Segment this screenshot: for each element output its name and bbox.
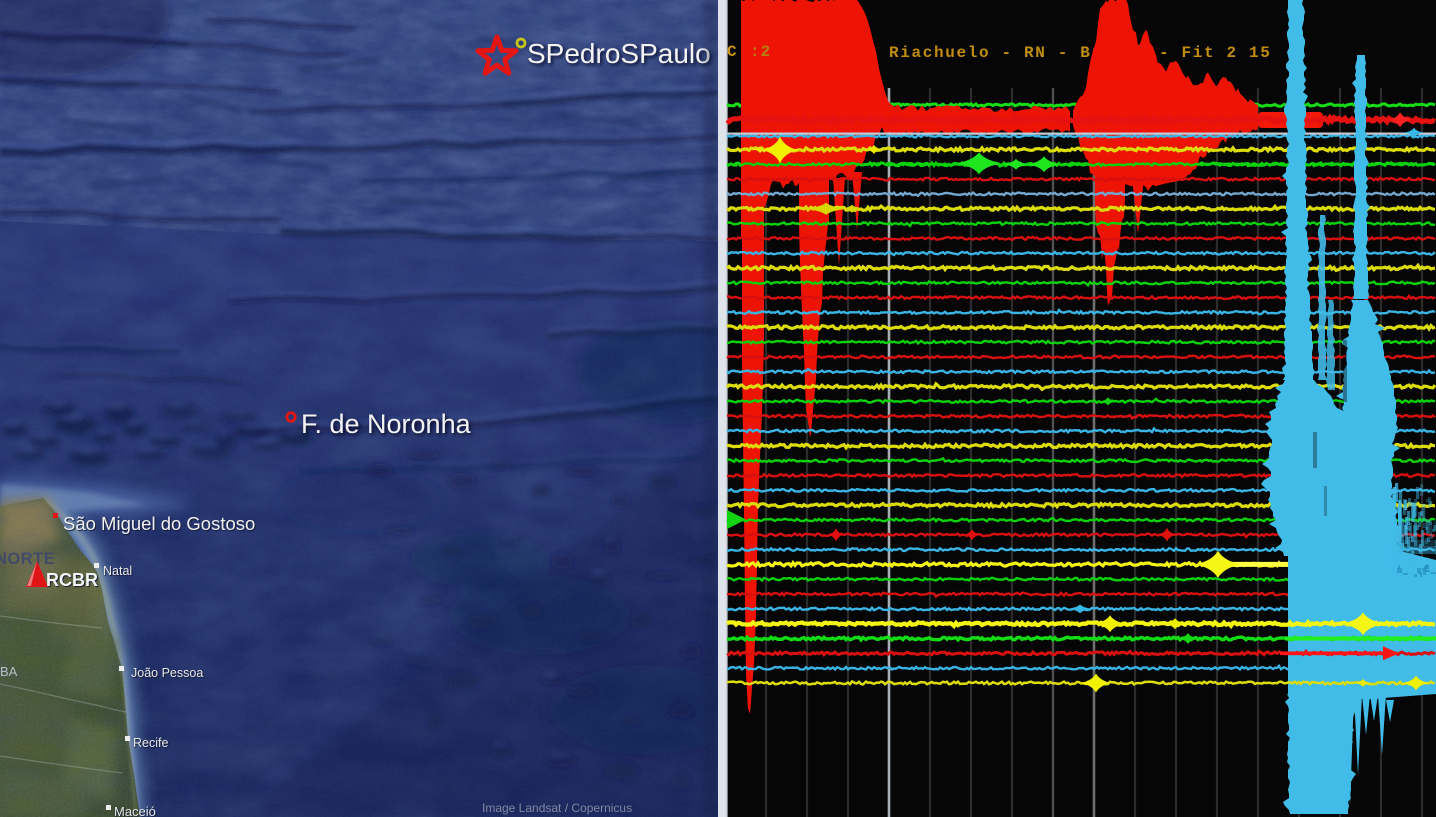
svg-text::2: :2 — [750, 43, 771, 61]
svg-text:Riachuelo - RN - Brasil - Fit: Riachuelo - RN - Brasil - Fit 2 15 — [889, 44, 1272, 62]
